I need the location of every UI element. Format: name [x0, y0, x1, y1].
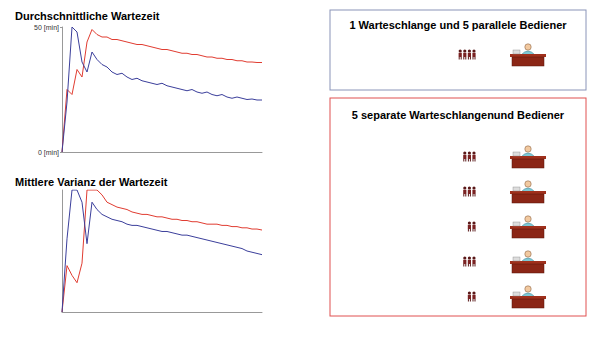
svg-text:Durchschnittliche Wartezeit: Durchschnittliche Wartezeit [15, 10, 160, 22]
svg-text:1 Warteschlange und 5 parallel: 1 Warteschlange und 5 parallele Bediener [349, 19, 567, 31]
svg-text:Mittlere Varianz der Wartezeit: Mittlere Varianz der Wartezeit [15, 176, 168, 188]
svg-text:5 separate Warteschlangenund B: 5 separate Warteschlangenund Bediener [352, 109, 565, 121]
svg-text:0 [min]: 0 [min] [38, 149, 59, 157]
svg-text:50 [min]: 50 [min] [34, 24, 59, 32]
